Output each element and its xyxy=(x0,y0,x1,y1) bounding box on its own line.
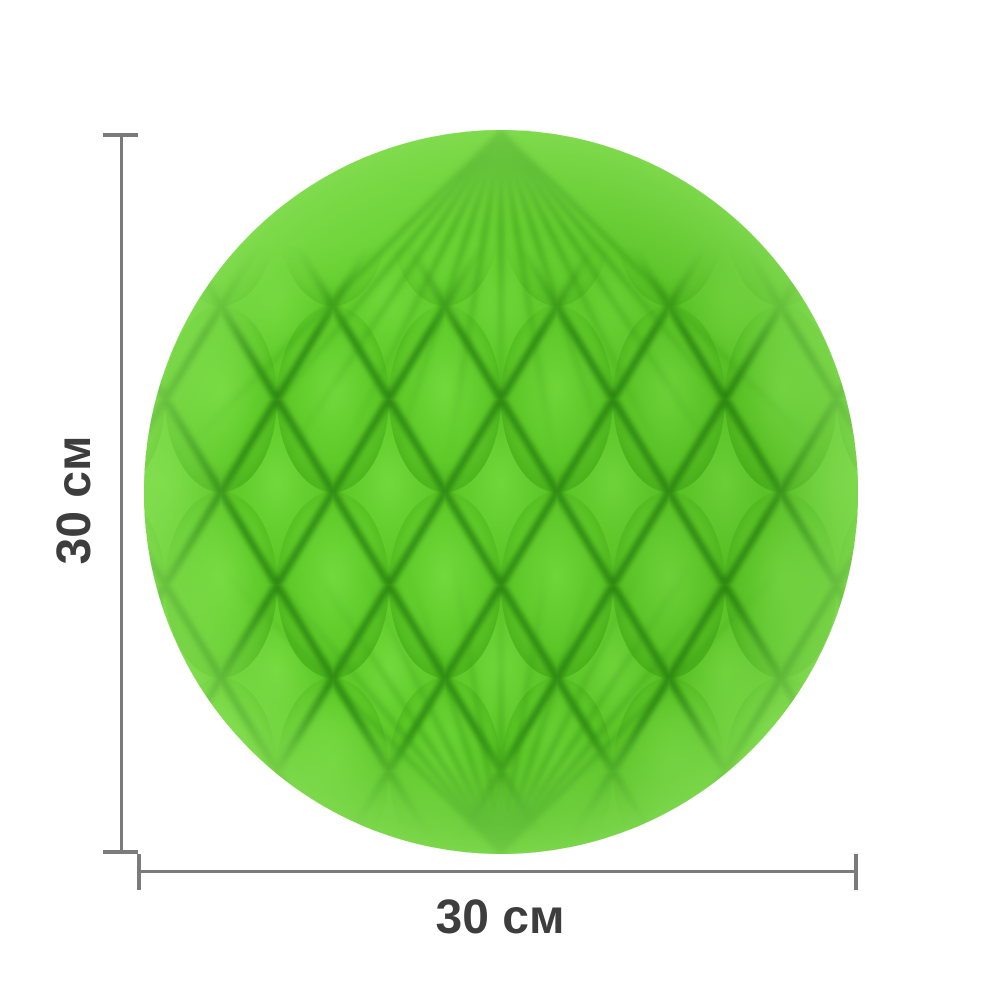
dimension-line-vertical xyxy=(120,133,123,853)
dimension-tick xyxy=(103,850,138,854)
width-dimension-label: 30 см xyxy=(435,891,565,944)
height-dimension-label: 30 см xyxy=(48,435,101,565)
dimension-tick xyxy=(854,854,858,890)
dimension-line-horizontal xyxy=(139,870,857,873)
honeycomb-ball-image xyxy=(144,130,858,854)
